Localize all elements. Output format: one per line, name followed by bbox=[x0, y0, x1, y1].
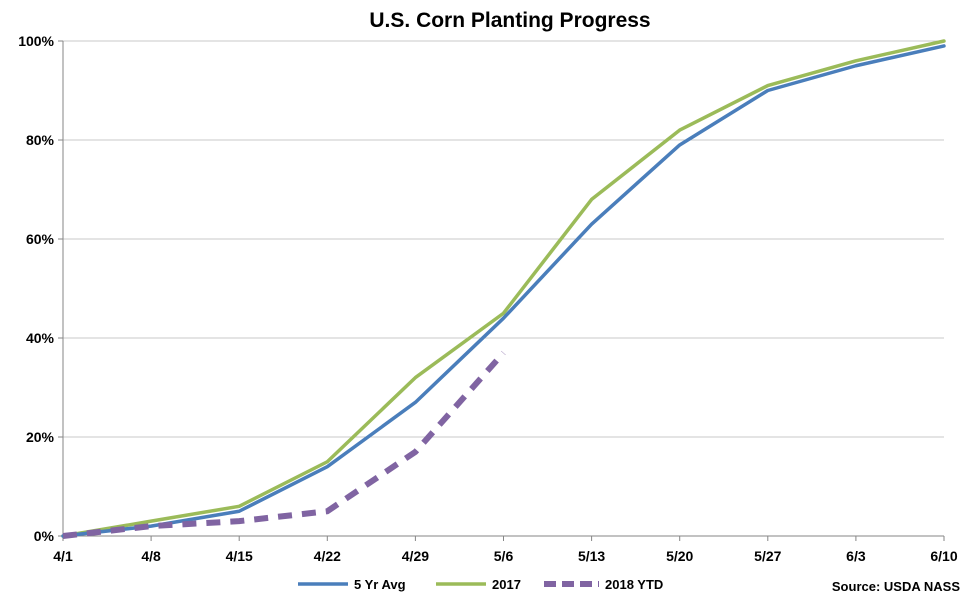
source-note: Source: USDA NASS bbox=[832, 579, 960, 594]
x-tick-label: 6/10 bbox=[930, 548, 957, 564]
x-tick-label: 4/29 bbox=[402, 548, 429, 564]
legend-label: 2017 bbox=[492, 577, 521, 592]
legend: 5 Yr Avg 2017 2018 YTD bbox=[298, 577, 663, 592]
x-tick-label: 5/13 bbox=[578, 548, 605, 564]
x-tick-label: 4/15 bbox=[226, 548, 253, 564]
x-tick-label: 4/1 bbox=[53, 548, 73, 564]
legend-label: 2018 YTD bbox=[605, 577, 663, 592]
chart-title: U.S. Corn Planting Progress bbox=[369, 9, 650, 32]
series-lines bbox=[61, 39, 946, 539]
y-tick-label: 80% bbox=[26, 132, 55, 148]
y-tick-label: 60% bbox=[26, 231, 55, 247]
series-line-5-yr-avg bbox=[61, 44, 946, 538]
y-tick-label: 40% bbox=[26, 330, 55, 346]
y-tick-label: 0% bbox=[34, 528, 55, 544]
y-tick-label: 20% bbox=[26, 429, 55, 445]
y-axis-tick-labels: 0% 20% 40% 60% 80% 100% bbox=[18, 33, 54, 544]
x-tick-label: 5/20 bbox=[666, 548, 693, 564]
x-tick-label: 4/22 bbox=[314, 548, 341, 564]
x-axis-tick-labels: 4/1 4/8 4/15 4/22 4/29 5/6 5/13 5/20 5/27 6/3 6/10 bbox=[53, 548, 958, 564]
series-line-2017 bbox=[61, 39, 946, 538]
x-tick-label: 4/8 bbox=[141, 548, 161, 564]
x-tick-label: 6/3 bbox=[846, 548, 866, 564]
legend-label: 5 Yr Avg bbox=[354, 577, 406, 592]
grid-lines bbox=[63, 40, 944, 438]
axes bbox=[58, 40, 945, 541]
x-tick-label: 5/6 bbox=[494, 548, 514, 564]
x-tick-label: 5/27 bbox=[754, 548, 781, 564]
y-tick-label: 100% bbox=[18, 33, 54, 49]
series-line-2018-ytd bbox=[62, 350, 506, 539]
